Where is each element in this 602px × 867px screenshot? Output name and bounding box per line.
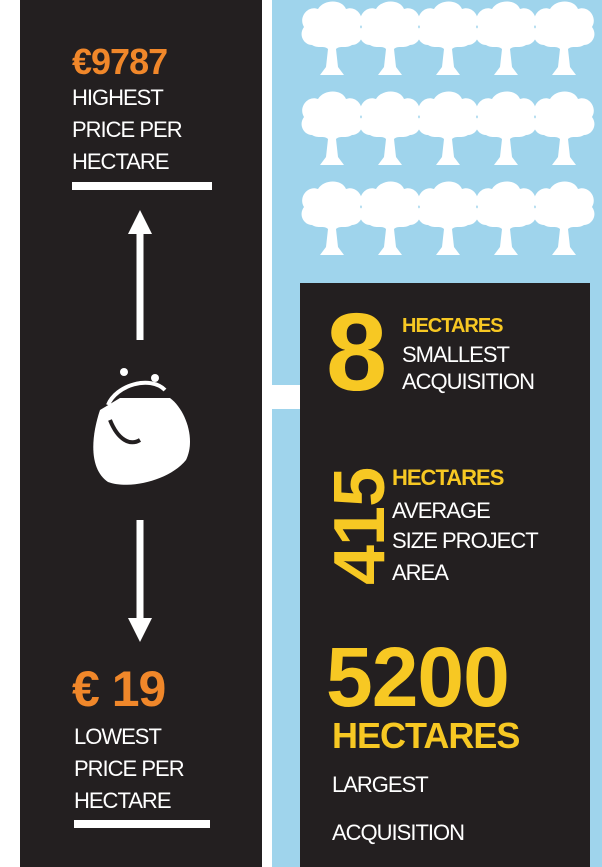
stat-label: ACQUISITION <box>332 820 464 845</box>
underline <box>74 820 210 828</box>
label-line: PRICE PER <box>74 756 184 781</box>
stat-unit: HECTARES <box>332 715 519 756</box>
infographic: €9787 HIGHEST PRICE PER HECTARE € 19 LOW… <box>0 0 602 867</box>
stat-label: SMALLEST <box>402 342 509 367</box>
stat-value: 8 <box>326 291 386 414</box>
tree-grid <box>302 2 595 256</box>
stat-label: LARGEST <box>332 772 428 797</box>
underline <box>72 182 212 190</box>
stat-value: 415 <box>320 468 400 585</box>
stat-value: 5200 <box>326 630 509 724</box>
stat-label: AREA <box>392 560 449 585</box>
stat-unit: HECTARES <box>402 315 503 337</box>
label-line: LOWEST <box>74 724 161 749</box>
stripe <box>272 385 302 409</box>
label-line: PRICE PER <box>72 117 182 142</box>
stat-label: AVERAGE <box>392 498 490 523</box>
stat-unit: HECTARES <box>392 465 504 490</box>
stat-label: ACQUISITION <box>402 369 534 394</box>
label-line: HECTARE <box>74 788 171 813</box>
page: €9787 HIGHEST PRICE PER HECTARE € 19 LOW… <box>0 0 602 867</box>
label-line: HIGHEST <box>72 85 163 110</box>
stat-label: SIZE PROJECT <box>392 528 538 553</box>
lowest-price: € 19 <box>72 661 165 717</box>
label-line: HECTARE <box>72 149 169 174</box>
highest-price: €9787 <box>72 41 167 82</box>
